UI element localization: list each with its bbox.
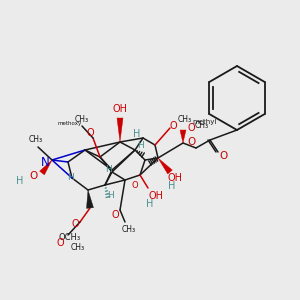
Text: CH₃: CH₃ [75, 116, 89, 124]
Polygon shape [117, 118, 123, 142]
Text: methyl: methyl [193, 119, 217, 125]
Text: N: N [40, 155, 50, 169]
Text: O: O [86, 128, 94, 138]
Text: CH₃: CH₃ [122, 224, 136, 233]
Text: O: O [219, 151, 227, 161]
Text: O: O [30, 171, 38, 181]
Polygon shape [180, 130, 186, 143]
Text: H: H [105, 164, 111, 173]
Text: H: H [16, 176, 24, 186]
Text: H: H [146, 199, 154, 209]
Text: O: O [56, 238, 64, 248]
Text: CH₃: CH₃ [195, 121, 209, 130]
Text: O: O [187, 123, 195, 133]
Text: CH₃: CH₃ [71, 242, 85, 251]
Text: H: H [168, 181, 176, 191]
Text: OCH₃: OCH₃ [59, 232, 81, 242]
Text: CH₃: CH₃ [178, 116, 192, 124]
Text: O: O [187, 137, 195, 147]
Text: H: H [136, 142, 143, 151]
Text: H: H [67, 173, 73, 182]
Polygon shape [40, 160, 52, 175]
Polygon shape [158, 158, 172, 174]
Text: H: H [133, 129, 141, 139]
Text: O: O [111, 210, 119, 220]
Text: CH₃: CH₃ [29, 136, 43, 145]
Text: methoxy: methoxy [58, 121, 82, 125]
Text: O: O [71, 219, 79, 229]
Text: H: H [106, 190, 113, 200]
Text: O: O [132, 181, 138, 190]
Text: O: O [169, 121, 177, 131]
Text: OH: OH [167, 173, 182, 183]
Text: OH: OH [112, 104, 128, 114]
Text: OH: OH [148, 191, 164, 201]
Polygon shape [86, 190, 94, 208]
